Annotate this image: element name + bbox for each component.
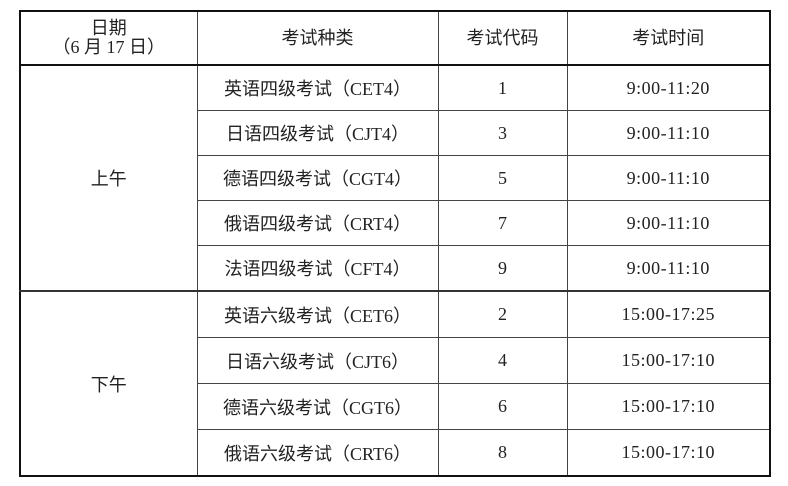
exam-schedule-table: 日期 （6 月 17 日） 考试种类 考试代码 考试时间 上午 英语四级考试（C… [19,10,771,477]
exam-code: 4 [437,337,568,384]
exam-code: 2 [437,290,568,338]
exam-code: 1 [437,64,568,111]
header-row: 日期 （6 月 17 日） 考试种类 考试代码 考试时间 [19,10,771,66]
exam-time: 9:00-11:20 [566,64,771,111]
exam-code: 8 [437,429,568,477]
exam-time: 15:00-17:25 [566,290,771,338]
exam-code: 6 [437,383,568,430]
exam-name: 法语四级考试（CFT4） [196,245,439,292]
table-row: 下午 英语六级考试（CET6） 2 15:00-17:25 [19,290,771,477]
header-date-value: （6 月 17 日） [52,37,166,57]
table-row: 上午 英语四级考试（CET4） 1 9:00-11:20 [19,64,771,292]
header-date: 日期 （6 月 17 日） [19,10,198,66]
exam-time: 15:00-17:10 [566,429,771,477]
exam-name: 英语六级考试（CET6） [196,290,439,338]
exam-time: 15:00-17:10 [566,337,771,384]
table-row: 德语六级考试（CGT6） 6 15:00-17:10 [20,383,771,430]
table-row: 俄语四级考试（CRT4） 7 9:00-11:10 [20,200,771,246]
table-row: 日语六级考试（CJT6） 4 15:00-17:10 [20,337,771,384]
exam-code: 9 [437,245,568,292]
table-row: 法语四级考试（CFT4） 9 9:00-11:10 [20,245,771,292]
exam-time: 9:00-11:10 [566,245,771,292]
period-cell: 上午 [19,64,198,292]
exam-time: 9:00-11:10 [566,200,771,246]
table-row: 日语四级考试（CJT4） 3 9:00-11:10 [20,110,771,156]
exam-name: 日语四级考试（CJT4） [196,110,439,156]
exam-name: 德语六级考试（CGT6） [196,383,439,430]
exam-code: 3 [437,110,568,156]
header-date-label: 日期 [90,18,127,38]
exam-name: 英语四级考试（CET4） [196,64,439,111]
period-cell: 下午 [19,290,198,477]
exam-name: 德语四级考试（CGT4） [196,155,439,201]
exam-name: 俄语六级考试（CRT6） [196,429,439,477]
exam-time: 9:00-11:10 [566,110,771,156]
table-row: 俄语六级考试（CRT6） 8 15:00-17:10 [20,429,771,477]
header-exam-time: 考试时间 [566,10,771,66]
exam-name: 俄语四级考试（CRT4） [196,200,439,246]
exam-name: 日语六级考试（CJT6） [196,337,439,384]
exam-code: 5 [437,155,568,201]
exam-code: 7 [437,200,568,246]
table-row: 德语四级考试（CGT4） 5 9:00-11:10 [20,155,771,201]
header-exam-code: 考试代码 [437,10,568,66]
exam-time: 9:00-11:10 [566,155,771,201]
exam-time: 15:00-17:10 [566,383,771,430]
header-exam-type: 考试种类 [196,10,439,66]
